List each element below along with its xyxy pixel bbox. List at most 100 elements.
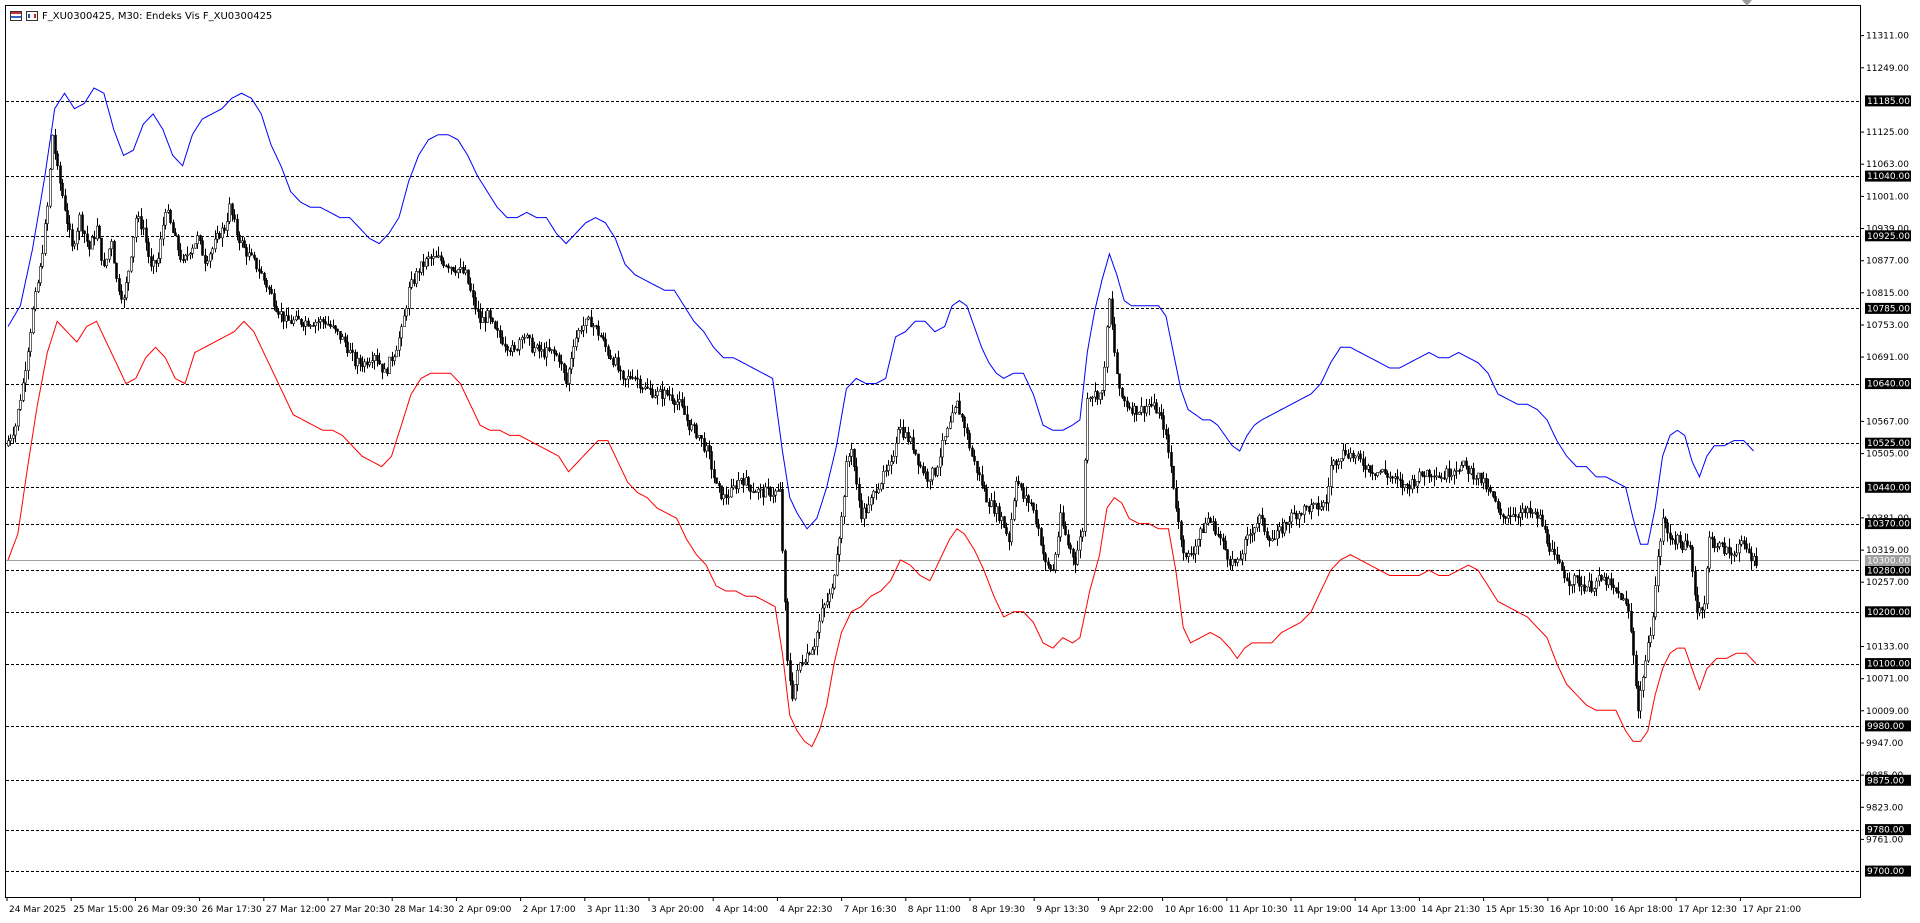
candle-body bbox=[182, 259, 185, 261]
candle bbox=[1349, 447, 1352, 462]
candle-body bbox=[336, 328, 339, 332]
candle-body bbox=[769, 488, 772, 497]
candle bbox=[767, 478, 770, 496]
candle-body bbox=[890, 461, 893, 466]
candle-body bbox=[560, 361, 563, 365]
level-label-box bbox=[1865, 95, 1911, 107]
candle-body bbox=[24, 370, 27, 384]
symbol-list-icon[interactable] bbox=[10, 11, 22, 21]
candle-body bbox=[1428, 469, 1431, 477]
candle-body bbox=[1212, 521, 1215, 523]
candle bbox=[985, 484, 988, 503]
candle bbox=[1283, 519, 1286, 537]
candle-body bbox=[1681, 542, 1684, 551]
candle-body bbox=[1384, 468, 1387, 474]
candle-body bbox=[191, 247, 194, 254]
candle-body bbox=[238, 234, 241, 244]
candle bbox=[1743, 536, 1746, 550]
candle-body bbox=[1482, 477, 1485, 484]
candle-body bbox=[1539, 514, 1542, 519]
candle-body bbox=[944, 436, 947, 441]
candle bbox=[339, 331, 342, 344]
candle-body bbox=[86, 233, 89, 242]
candle bbox=[425, 256, 428, 270]
candle-body bbox=[1054, 554, 1057, 571]
candle bbox=[1207, 512, 1210, 526]
candle-body bbox=[1686, 540, 1689, 546]
candle-body bbox=[1696, 594, 1699, 614]
candle bbox=[221, 222, 224, 247]
candle-body bbox=[668, 394, 671, 396]
candle-body bbox=[1649, 635, 1652, 643]
candle bbox=[568, 367, 571, 392]
candle bbox=[816, 630, 819, 656]
candle bbox=[818, 614, 821, 639]
candle bbox=[1472, 462, 1475, 485]
candle-body bbox=[93, 237, 96, 240]
candle-body bbox=[209, 253, 212, 262]
horizontal-levels bbox=[6, 101, 1859, 872]
candle-body bbox=[1635, 654, 1638, 687]
candle-body bbox=[78, 214, 81, 232]
candle bbox=[1305, 505, 1308, 511]
candle bbox=[1197, 538, 1200, 555]
candle-body bbox=[137, 216, 140, 219]
candle bbox=[840, 511, 843, 544]
candle-body bbox=[1030, 502, 1033, 505]
candle bbox=[1607, 575, 1610, 588]
candle-body bbox=[727, 496, 730, 499]
plot-area[interactable] bbox=[5, 5, 1861, 898]
candle-body bbox=[88, 241, 91, 250]
chart-shift-marker-icon[interactable] bbox=[1742, 0, 1752, 6]
candle bbox=[132, 236, 135, 263]
level-label-text: 9700.00 bbox=[1867, 867, 1904, 877]
candle bbox=[1644, 654, 1647, 679]
candle bbox=[892, 450, 895, 464]
candle bbox=[469, 277, 472, 293]
candle bbox=[1352, 450, 1355, 462]
candle-body bbox=[909, 437, 912, 442]
candle bbox=[1416, 480, 1419, 494]
candle bbox=[1325, 494, 1328, 511]
candle bbox=[1566, 573, 1569, 582]
candle bbox=[162, 216, 165, 246]
candle bbox=[713, 460, 716, 484]
candle-body bbox=[1003, 516, 1006, 528]
candle bbox=[1671, 535, 1674, 545]
candle-body bbox=[29, 332, 32, 352]
candle bbox=[1556, 546, 1559, 565]
indicator-window-icon[interactable] bbox=[26, 11, 38, 21]
candle-body bbox=[1303, 505, 1306, 515]
candle-body bbox=[1357, 453, 1360, 457]
candle bbox=[1418, 468, 1421, 484]
candle-body bbox=[831, 587, 834, 595]
candle bbox=[1010, 512, 1013, 546]
candle-body bbox=[695, 424, 698, 439]
candle bbox=[459, 258, 462, 274]
candle-body bbox=[1165, 429, 1168, 435]
candle-body bbox=[767, 486, 770, 489]
candle bbox=[1684, 533, 1687, 551]
candle-body bbox=[1600, 575, 1603, 581]
candle-body bbox=[405, 307, 408, 317]
candle-body bbox=[1207, 518, 1210, 524]
candle-body bbox=[732, 485, 735, 488]
candle-body bbox=[939, 456, 942, 468]
candle bbox=[1519, 505, 1522, 527]
candle bbox=[1175, 480, 1178, 512]
candle bbox=[718, 481, 721, 493]
candle-body bbox=[1276, 530, 1279, 540]
candle bbox=[201, 237, 204, 256]
candle-body bbox=[1472, 468, 1475, 480]
candle bbox=[1391, 475, 1394, 484]
candle bbox=[49, 167, 52, 209]
candle bbox=[1322, 500, 1325, 511]
candle bbox=[1219, 530, 1222, 546]
candle bbox=[130, 256, 133, 273]
candle-body bbox=[1610, 578, 1613, 586]
candle bbox=[150, 248, 153, 272]
candle-body bbox=[1295, 513, 1298, 520]
candle bbox=[125, 276, 128, 301]
level-label: 10640.00 bbox=[1865, 378, 1911, 390]
candle-body bbox=[1190, 553, 1193, 555]
